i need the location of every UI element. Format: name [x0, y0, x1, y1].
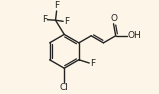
Text: Cl: Cl	[60, 83, 69, 92]
Text: OH: OH	[127, 31, 141, 40]
Text: F: F	[42, 15, 47, 24]
Text: F: F	[54, 1, 59, 10]
Text: O: O	[110, 14, 117, 23]
Text: F: F	[64, 17, 69, 26]
Text: F: F	[90, 59, 95, 67]
